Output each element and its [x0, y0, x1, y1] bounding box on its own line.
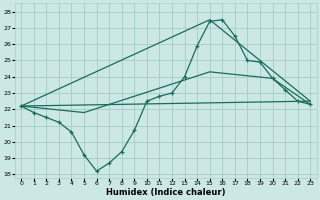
X-axis label: Humidex (Indice chaleur): Humidex (Indice chaleur)	[106, 188, 226, 197]
